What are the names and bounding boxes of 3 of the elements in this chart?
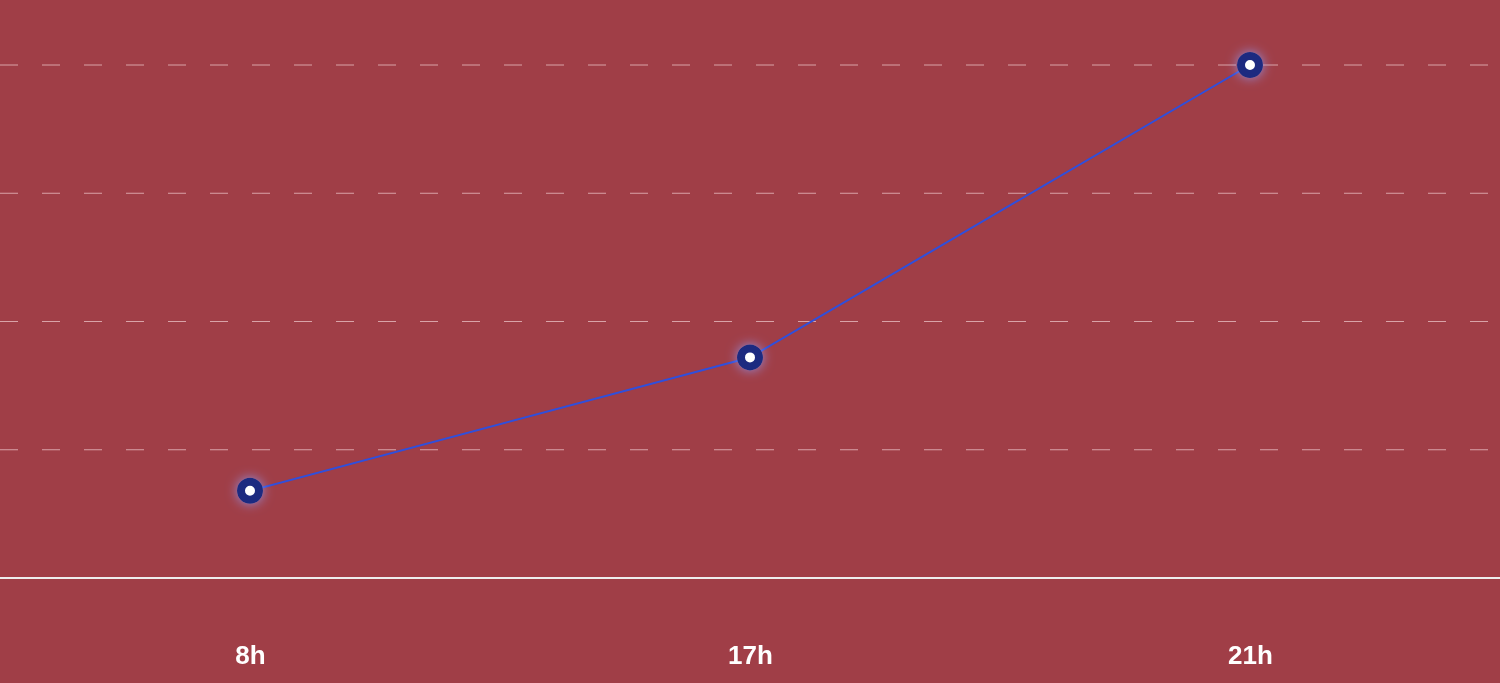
x-tick-label: 17h xyxy=(728,640,773,671)
x-tick-label: 8h xyxy=(235,640,266,671)
x-tick-label: 21h xyxy=(1228,640,1273,671)
